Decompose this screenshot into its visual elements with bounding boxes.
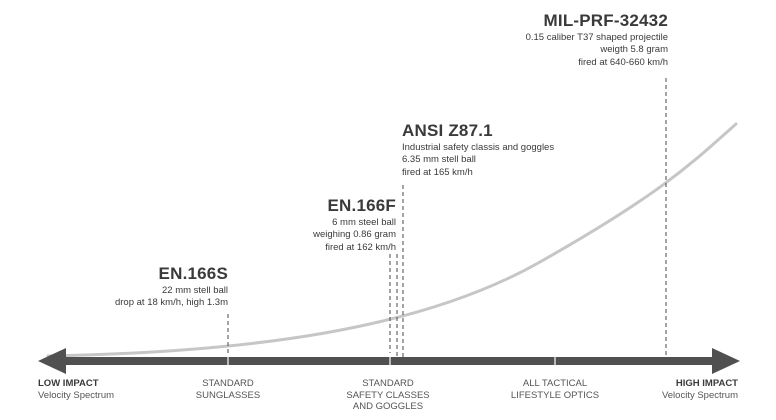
category-line: SUNGLASSES xyxy=(195,389,261,401)
standard-detail: 0.15 caliber T37 shaped projectile xyxy=(525,32,668,43)
standard-title: MIL-PRF-32432 xyxy=(543,11,668,30)
standard-detail: 22 mm stell ball xyxy=(162,285,228,296)
axis-arrow-left xyxy=(38,348,66,374)
category-line: STANDARD xyxy=(202,378,254,389)
standard-detail: fired at 640-660 km/h xyxy=(578,56,668,68)
standard-en166s: EN.166S 22 mm stell ball drop at 18 km/h… xyxy=(115,264,228,310)
high-impact-subtitle: Velocity Spectrum xyxy=(661,389,738,401)
impact-curve xyxy=(46,122,738,358)
standard-detail: fired at 165 km/h xyxy=(402,166,473,178)
category-line: SAFETY CLASSES xyxy=(346,389,430,401)
category-line: STANDARD xyxy=(362,378,414,389)
standard-ansi-z87: ANSI Z87.1 Industrial safety classis and… xyxy=(402,121,554,179)
standard-detail: 6.35 mm stell ball xyxy=(402,154,476,166)
standard-mil-prf: MIL-PRF-32432 0.15 caliber T37 shaped pr… xyxy=(526,11,668,69)
standard-detail: 6 mm steel ball xyxy=(332,217,396,228)
standard-title: ANSI Z87.1 xyxy=(402,121,493,140)
standard-en166f: EN.166F 6 mm steel ball weighing 0.86 gr… xyxy=(313,196,396,254)
standard-title: EN.166F xyxy=(327,196,396,215)
high-impact-label: HIGH IMPACT Velocity Spectrum xyxy=(662,378,738,401)
low-impact-label: LOW IMPACT Velocity Spectrum xyxy=(38,378,114,401)
category-line: ALL TACTICAL xyxy=(522,378,588,389)
high-impact-title: HIGH IMPACT xyxy=(675,378,738,389)
standard-detail: weigth 5.8 gram xyxy=(600,44,668,56)
category-tactical: ALL TACTICAL LIFESTYLE OPTICS xyxy=(495,378,615,401)
category-line: AND GOGGLES xyxy=(352,401,424,412)
category-line: LIFESTYLE OPTICS xyxy=(510,389,600,401)
low-impact-subtitle: Velocity Spectrum xyxy=(38,389,115,401)
standard-title: EN.166S xyxy=(158,264,228,283)
low-impact-title: LOW IMPACT xyxy=(38,378,99,389)
standard-detail: fired at 162 km/h xyxy=(325,241,396,253)
axis-arrow-right xyxy=(712,348,740,374)
category-sunglasses: STANDARD SUNGLASSES xyxy=(168,378,288,401)
standard-detail: drop at 18 km/h, high 1.3m xyxy=(114,297,228,309)
category-safety: STANDARD SAFETY CLASSES AND GOGGLES xyxy=(328,378,448,413)
standard-detail: Industrial safety classis and goggles xyxy=(402,142,555,153)
standard-detail: weighing 0.86 gram xyxy=(313,229,396,241)
